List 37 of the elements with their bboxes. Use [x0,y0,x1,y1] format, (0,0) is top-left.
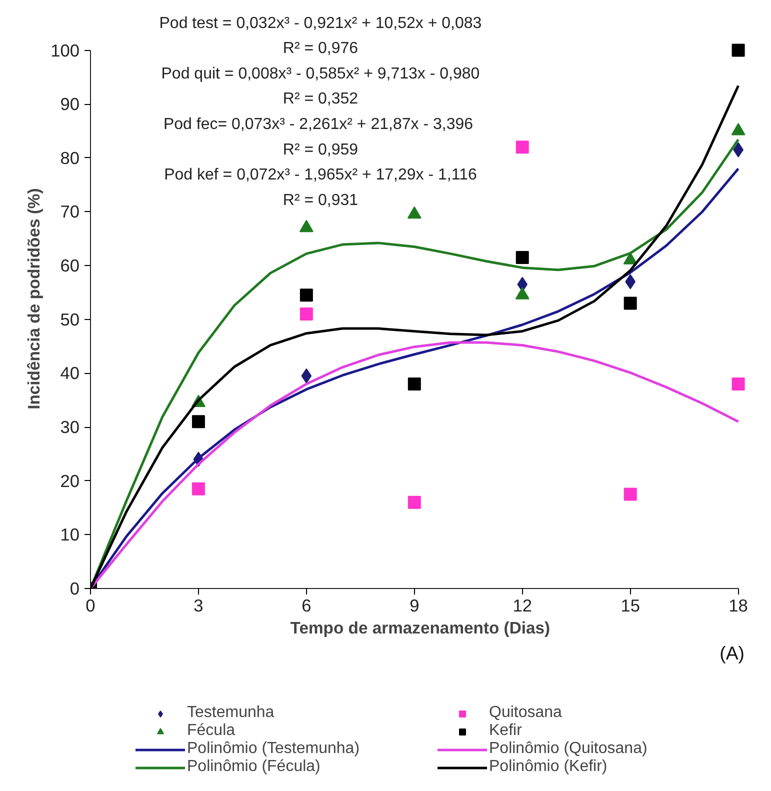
y-tick-label: 70 [60,202,80,222]
legend-label: Fécula [187,722,236,740]
legend-label: Testemunha [187,704,276,722]
y-tick-label: 90 [60,94,80,114]
y-tick-label: 0 [70,578,80,598]
annotation: Pod fec= 0,073x³ - 2,261x² + 21,87x - 3,396 [163,116,474,134]
y-tick-label: 20 [60,470,80,491]
y-axis-title: Incidência de podridões (%) [24,188,44,410]
text: (A) [720,642,745,664]
x-tick-label: 18 [728,596,748,616]
x-tick-label: 12 [512,596,532,616]
legend-label: Polinômio (Fécula) [187,758,322,776]
y-tick-label: 10 [60,524,80,545]
y-tick-label: 100 [50,40,80,60]
x-tick-label: 15 [620,596,640,616]
annotation: Pod kef = 0,072x³ - 1,965x² + 17,29x - 1,116 [164,166,477,184]
y-tick-label: 60 [60,256,80,276]
annotation: R² = 0,931 [282,192,358,209]
annotation: R² = 0,976 [282,40,358,58]
annotation: R² = 0,959 [282,141,358,158]
x-tick-label: 0 [86,596,96,616]
y-tick-label: 50 [60,309,80,330]
legend-label: Quitosana [489,704,563,722]
x-tick-label: 6 [302,596,312,616]
annotation: Pod quit = 0,008x³ - 0,585x² + 9,713x - 0,980 [161,65,480,82]
annotation: R² = 0,352 [282,90,358,108]
x-axis-title: Tempo de armazenamento (Dias) [290,618,550,638]
legend-label: Polinômio (Quitosana) [489,740,648,758]
y-tick-label: 80 [60,148,80,168]
legend-label: Polinômio (Testemunha) [187,740,361,758]
y-tick-label: 30 [60,417,80,438]
text: Pod test = 0,032x³ - 0,921x² + 10,52x + 0,083 [159,14,482,32]
legend-label: Polinômio (Kefir) [489,758,608,776]
y-tick-label: 40 [60,363,80,384]
x-tick-label: 3 [194,596,204,616]
x-tick-label: 9 [410,596,420,616]
legend-label: Kefir [489,722,523,740]
